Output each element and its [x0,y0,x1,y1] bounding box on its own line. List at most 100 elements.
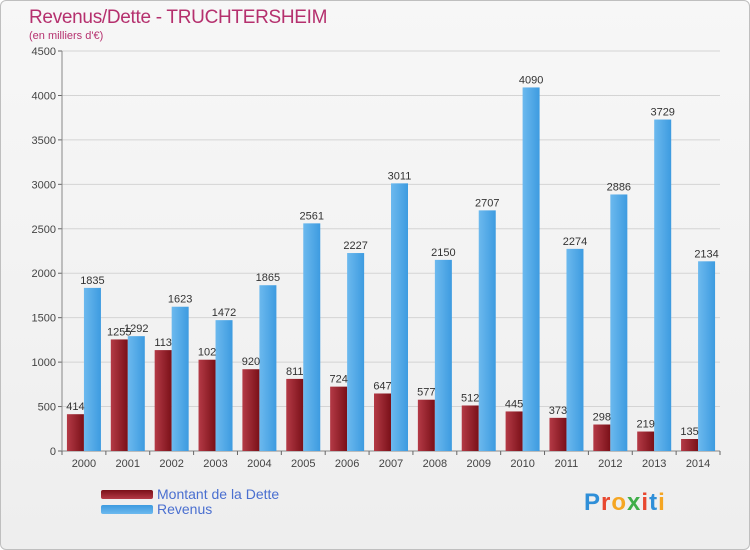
bar-debt-2007 [374,393,391,451]
data-label-debt-2013: 219 [637,419,655,431]
legend-label-revenue: Revenus [157,501,213,517]
data-label-debt-2008: 577 [417,387,435,399]
data-label-revenue-2013: 3729 [650,107,674,119]
y-tick-label: 3000 [32,179,56,191]
bars [66,87,716,452]
data-label-debt-2005: 811 [286,366,304,378]
legend-swatch-debt [101,490,153,499]
data-label-revenue-2009: 2707 [475,197,499,209]
bar-debt-2005 [286,378,304,451]
bar-revenue-2008 [434,259,452,451]
x-tick-label-2004: 2004 [247,458,271,470]
bar-debt-2011 [549,417,567,451]
bar-revenue-2013 [654,119,672,452]
data-label-revenue-2007: 3011 [388,170,412,182]
x-tick-label-2001: 2001 [116,458,140,470]
y-tick-label: 2000 [32,268,56,280]
data-label-revenue-2001: 1292 [124,323,148,335]
bar-debt-2001 [110,339,128,451]
x-tick-label-2002: 2002 [159,458,183,470]
bar-revenue-2000 [83,287,101,451]
x-tick-label-2011: 2011 [555,458,579,470]
y-tick-label: 500 [38,402,56,414]
data-label-revenue-2004: 1865 [256,272,280,284]
data-label-revenue-2002: 1623 [168,294,192,306]
data-label-debt-2009: 512 [461,392,479,404]
y-tick-label: 3500 [32,135,56,147]
y-tick-label: 4500 [32,46,56,58]
bar-debt-2008 [417,399,435,451]
bar-debt-2013 [637,431,655,451]
data-label-debt-2002: 113 [154,337,172,349]
y-tick-label: 0 [50,446,56,458]
y-tick-label: 1000 [32,357,56,369]
bar-revenue-2009 [478,210,496,451]
bar-debt-2006 [330,386,348,451]
bar-revenue-2001 [127,336,145,451]
data-label-revenue-2000: 1835 [80,275,104,287]
x-tick-label-2013: 2013 [642,458,666,470]
x-tick-label-2008: 2008 [423,458,447,470]
bar-revenue-2005 [303,223,321,451]
bar-debt-2003 [198,359,216,451]
bar-revenue-2006 [347,253,365,451]
data-label-debt-2011: 373 [549,405,567,417]
data-label-debt-2004: 920 [242,356,260,368]
proxiti-logo: Proxiti [584,489,666,516]
data-label-debt-2010: 445 [505,398,523,410]
data-label-debt-2001: 1255 [107,326,131,338]
y-tick-label: 1500 [32,313,56,325]
data-label-debt-2007: 647 [373,380,391,392]
data-label-revenue-2010: 4090 [519,74,543,86]
x-tick-label-2010: 2010 [510,458,534,470]
x-tick-label-2009: 2009 [466,458,490,470]
y-tick-label: 4000 [32,90,56,102]
x-axis-ticks: 2000 2001 2002 2003 2004 2005 2006 2007 2008 2009… [61,451,721,470]
y-tick-label: 2500 [32,224,56,236]
x-tick-label-2014: 2014 [686,458,710,470]
legend-swatch-revenue [101,505,153,514]
chart-subtitle: (en milliers d'€) [29,30,104,42]
bar-revenue-2004 [259,285,277,451]
data-label-debt-2006: 724 [329,374,347,386]
data-label-debt-2012: 298 [593,412,611,424]
bar-debt-2010 [505,411,523,451]
data-label-revenue-2014: 2134 [694,248,718,260]
x-tick-label-2003: 2003 [203,458,227,470]
legend-item-debt: Montant de la Dette [101,486,401,502]
data-label-revenue-2011: 2274 [563,236,587,248]
bar-revenue-2012 [610,194,628,451]
data-label-revenue-2008: 2150 [431,247,455,259]
bar-debt-2000 [66,414,84,451]
data-label-revenue-2006: 2227 [343,240,367,252]
x-tick-label-2007: 2007 [379,458,403,470]
bar-debt-2009 [461,405,479,451]
x-tick-label-2012: 2012 [598,458,622,470]
x-tick-label-2005: 2005 [291,458,315,470]
legend-item-revenue: Revenus [101,501,401,517]
y-axis-ticks: 0 500 1000 1500 2000 2500 3000 3500 4000 4500 [32,46,56,458]
data-label-revenue-2012: 2886 [607,181,631,193]
bar-revenue-2014 [698,261,716,451]
bar-debt-2014 [681,439,699,451]
data-label-debt-2014: 135 [680,426,698,438]
legend-label-debt: Montant de la Dette [157,486,280,502]
bar-debt-2012 [593,424,611,451]
data-label-revenue-2005: 2561 [300,210,324,222]
x-tick-label-2006: 2006 [335,458,359,470]
x-tick-label-2000: 2000 [72,458,96,470]
bar-revenue-2010 [522,87,540,451]
bar-revenue-2003 [215,320,233,451]
data-label-debt-2000: 414 [66,401,84,413]
bar-debt-2004 [242,369,260,451]
bar-revenue-2007 [391,183,408,451]
bar-revenue-2002 [171,306,189,451]
bar-debt-2002 [154,350,172,451]
bar-revenue-2011 [566,248,584,451]
data-label-debt-2003: 102 [198,347,216,359]
data-label-revenue-2003: 1472 [212,307,236,319]
chart-title: Revenus/Dette - TRUCHTERSHEIM [29,7,328,28]
